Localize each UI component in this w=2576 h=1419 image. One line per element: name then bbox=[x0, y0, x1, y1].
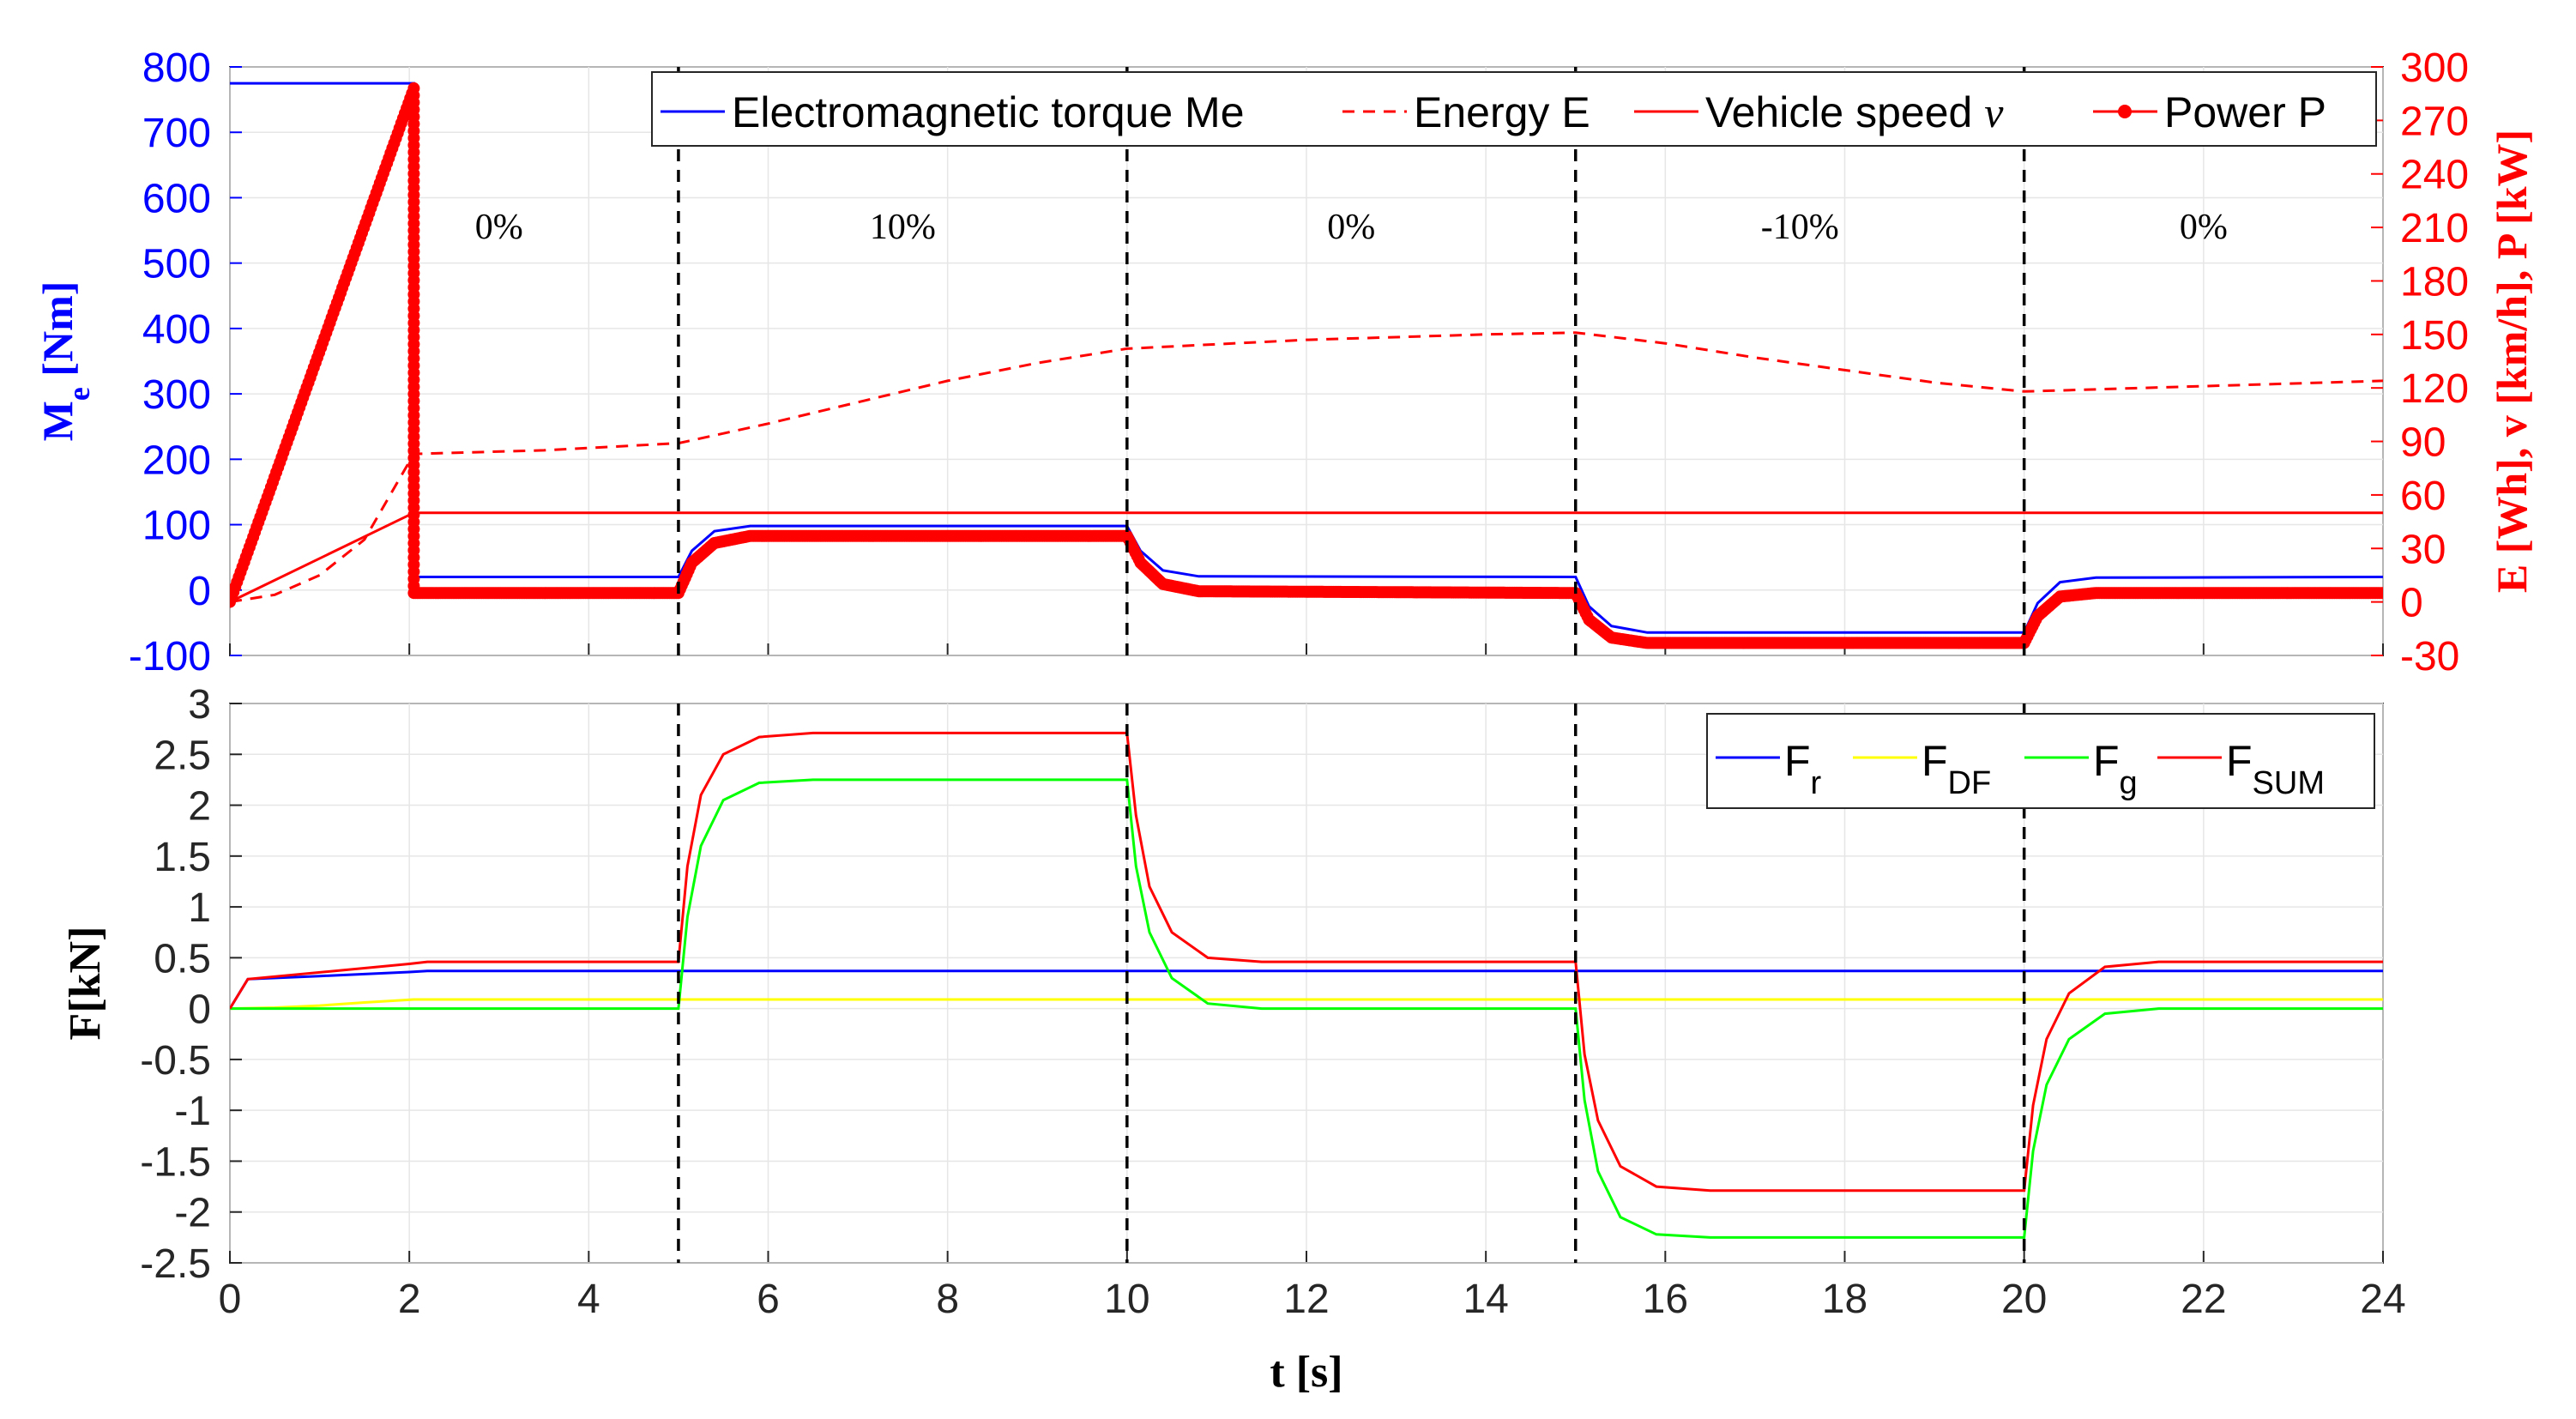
top-left-tick-label: -100 bbox=[129, 634, 211, 679]
legend-label-fg: Fg bbox=[2093, 737, 2138, 801]
x-axis-label: t [s] bbox=[1270, 1348, 1342, 1397]
top-right-tick-label: 90 bbox=[2400, 420, 2446, 466]
x-tick-label: 20 bbox=[2001, 1277, 2047, 1322]
bottom-left-tick-label: -0.5 bbox=[140, 1038, 211, 1084]
top-legend: Electromagnetic torque Me Energy E Vehic… bbox=[651, 71, 2377, 147]
top-right-tick-label: 0 bbox=[2400, 581, 2423, 626]
x-tick-label: 24 bbox=[2360, 1277, 2405, 1322]
top-left-tick-labels: -100 0 100 200 300 400 500 600 700 800 bbox=[129, 45, 242, 679]
bottom-left-tick-label: -2 bbox=[174, 1191, 211, 1236]
x-tick-label: 6 bbox=[757, 1277, 780, 1322]
series-line-energy-e bbox=[230, 331, 2383, 604]
top-right-tick-label: 270 bbox=[2400, 99, 2469, 144]
x-tick-label: 12 bbox=[1283, 1277, 1329, 1322]
bottom-legend: Fr FDF Fg FSUM bbox=[1706, 713, 2375, 809]
grade-annotation: 0% bbox=[2180, 208, 2228, 247]
top-left-tick-label: 500 bbox=[142, 242, 211, 287]
x-tick-label: 16 bbox=[1643, 1277, 1688, 1322]
top-right-tick-label: 180 bbox=[2400, 259, 2469, 305]
bottom-left-tick-label: 2.5 bbox=[154, 733, 211, 778]
top-left-tick-label: 0 bbox=[188, 569, 211, 614]
x-tick-label: 0 bbox=[219, 1277, 242, 1322]
top-left-tick-label: 800 bbox=[142, 45, 211, 91]
legend-swatch-power-marker bbox=[2118, 105, 2132, 118]
top-left-tick-label: 600 bbox=[142, 176, 211, 221]
bottom-left-tick-label: 1 bbox=[188, 885, 211, 931]
legend-label-torque: Electromagnetic torque Me bbox=[732, 88, 1245, 136]
top-left-tick-label: 300 bbox=[142, 372, 211, 418]
x-tick-label: 22 bbox=[2181, 1277, 2226, 1322]
top-right-tick-label: 300 bbox=[2400, 45, 2469, 91]
x-tick-labels: 0 2 4 6 8 10 12 14 16 18 20 22 24 bbox=[219, 1277, 2406, 1322]
legend-label-fdf: FDF bbox=[1921, 737, 1991, 801]
power-marker bbox=[2377, 587, 2383, 600]
bottom-left-tick-label: 3 bbox=[188, 682, 211, 728]
bottom-legend-box bbox=[1706, 713, 2375, 809]
bottom-left-tick-labels: -2.5 -2 -1.5 -1 -0.5 0 0.5 1 1.5 2 2.5 3 bbox=[140, 682, 242, 1287]
x-tick-label: 8 bbox=[936, 1277, 959, 1322]
top-left-tick-label: 200 bbox=[142, 438, 211, 483]
legend-label-power: Power P bbox=[2164, 88, 2326, 136]
top-chart-panel: -100 0 100 200 300 400 500 600 700 800 -30 0 30 60 90… bbox=[33, 45, 2536, 679]
grade-annotation: 0% bbox=[1327, 208, 1375, 247]
top-legend-box bbox=[651, 71, 2377, 147]
bottom-y-axis-label: F[kN] bbox=[61, 927, 110, 1041]
top-right-tick-labels: -30 0 30 60 90 120 150 180 210 240 270 300 bbox=[2371, 45, 2469, 679]
legend-label-energy: Energy E bbox=[1414, 88, 1590, 136]
grade-annotation: -10% bbox=[1761, 208, 1839, 247]
legend-label-fsum: FSUM bbox=[2226, 737, 2325, 801]
top-right-tick-label: 240 bbox=[2400, 153, 2469, 198]
top-left-tick-label: 400 bbox=[142, 307, 211, 353]
top-right-tick-label: 150 bbox=[2400, 313, 2469, 359]
top-left-tick-label: 700 bbox=[142, 111, 211, 156]
grade-annotation: 10% bbox=[870, 208, 936, 247]
top-right-tick-label: 30 bbox=[2400, 527, 2446, 572]
grade-annotations: 0% 10% 0% -10% 0% bbox=[475, 208, 2228, 247]
x-tick-label: 14 bbox=[1463, 1277, 1508, 1322]
grade-annotation: 0% bbox=[475, 208, 523, 247]
top-right-tick-label: 60 bbox=[2400, 474, 2446, 519]
bottom-left-tick-label: 0 bbox=[188, 987, 211, 1033]
top-left-axis-label: Me [Nm] bbox=[33, 281, 96, 442]
x-tick-label: 18 bbox=[1822, 1277, 1867, 1322]
bottom-chart-panel: -2.5-2-1.5-1-0.500.511.522.53 0 2 4 6 8 10 12 1… bbox=[61, 682, 2406, 1397]
bottom-left-tick-label: -1.5 bbox=[140, 1139, 211, 1185]
series-line-electromagnetic-torque-me bbox=[230, 82, 2383, 634]
x-tick-label: 2 bbox=[398, 1277, 421, 1322]
legend-label-speed: Vehicle speed ν bbox=[1705, 88, 2004, 136]
top-segment-boundaries bbox=[677, 67, 2026, 655]
series-line-fsum bbox=[230, 731, 2383, 1193]
bottom-left-tick-label: -1 bbox=[174, 1089, 211, 1134]
bottom-series-group bbox=[230, 731, 2383, 1239]
top-right-tick-label: 120 bbox=[2400, 366, 2469, 412]
top-right-tick-label: 210 bbox=[2400, 206, 2469, 251]
bottom-left-tick-label: 1.5 bbox=[154, 835, 211, 880]
top-left-tick-label: 100 bbox=[142, 504, 211, 549]
legend-label-fr: Fr bbox=[1784, 737, 1822, 801]
top-right-tick-label: -30 bbox=[2400, 634, 2459, 679]
x-tick-label: 4 bbox=[577, 1277, 600, 1322]
bottom-left-tick-label: 2 bbox=[188, 784, 211, 830]
bottom-left-tick-label: -2.5 bbox=[140, 1241, 211, 1287]
bottom-left-tick-label: 0.5 bbox=[154, 936, 211, 981]
x-tick-label: 10 bbox=[1104, 1277, 1149, 1322]
top-right-axis-label: E [Wh], v [km/h], P [kW] bbox=[2488, 130, 2536, 593]
series-line-fg bbox=[230, 778, 2383, 1239]
